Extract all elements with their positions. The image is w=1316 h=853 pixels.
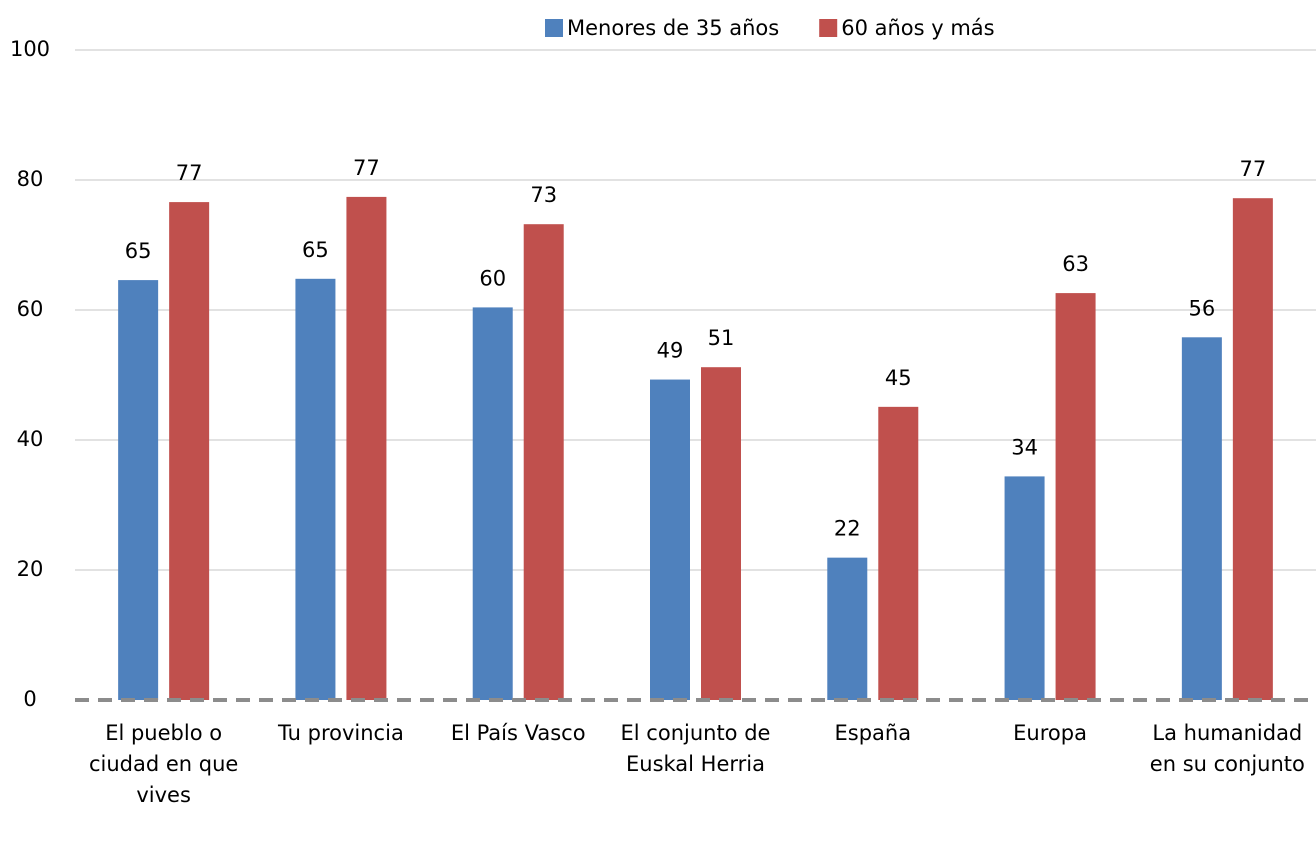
y-tick-label: 20 xyxy=(17,557,44,581)
legend-label: Menores de 35 años xyxy=(567,16,779,40)
legend-label: 60 años y más xyxy=(841,16,994,40)
legend-swatch xyxy=(819,19,838,37)
data-label: 77 xyxy=(353,156,380,180)
data-label: 77 xyxy=(1239,157,1266,181)
x-tick-label: España xyxy=(834,721,912,745)
bar xyxy=(1181,337,1222,700)
x-tick-label: El conjunto de Euskal Herria xyxy=(620,721,771,776)
data-label: 34 xyxy=(1011,435,1038,459)
data-label: 60 xyxy=(479,266,506,290)
bar xyxy=(118,280,159,700)
data-label: 22 xyxy=(834,517,861,541)
data-label: 56 xyxy=(1188,296,1215,320)
data-label: 73 xyxy=(530,183,557,207)
bar xyxy=(346,196,387,700)
bar xyxy=(1004,476,1045,700)
y-tick-label: 100 xyxy=(10,37,50,61)
x-tick-label: La humanidad en su conjunto xyxy=(1149,721,1305,776)
data-label: 45 xyxy=(885,366,912,390)
bar xyxy=(472,307,513,700)
bar xyxy=(827,557,868,700)
bar xyxy=(650,379,690,700)
y-tick-label: 60 xyxy=(17,297,44,321)
data-label: 51 xyxy=(708,326,735,350)
x-tick-label: El País Vasco xyxy=(450,721,586,745)
bar xyxy=(1232,198,1273,700)
x-tick-label: Tu provincia xyxy=(278,721,404,745)
data-label: 77 xyxy=(176,161,203,185)
y-tick-label: 40 xyxy=(17,427,44,451)
bar xyxy=(295,278,336,700)
x-tick-label: Europa xyxy=(1013,721,1087,745)
data-label: 63 xyxy=(1062,252,1089,276)
y-tick-label: 0 xyxy=(23,687,36,711)
bar xyxy=(523,224,564,700)
bar xyxy=(1055,293,1096,700)
data-label: 49 xyxy=(657,339,684,363)
x-tick-label: El pueblo o ciudad en que vives xyxy=(88,721,239,807)
y-tick-label: 80 xyxy=(17,167,44,191)
data-label: 65 xyxy=(125,239,152,263)
legend-swatch xyxy=(545,19,563,37)
bar xyxy=(169,202,210,700)
bar xyxy=(701,367,741,700)
bar xyxy=(878,406,919,700)
data-label: 65 xyxy=(302,238,329,262)
